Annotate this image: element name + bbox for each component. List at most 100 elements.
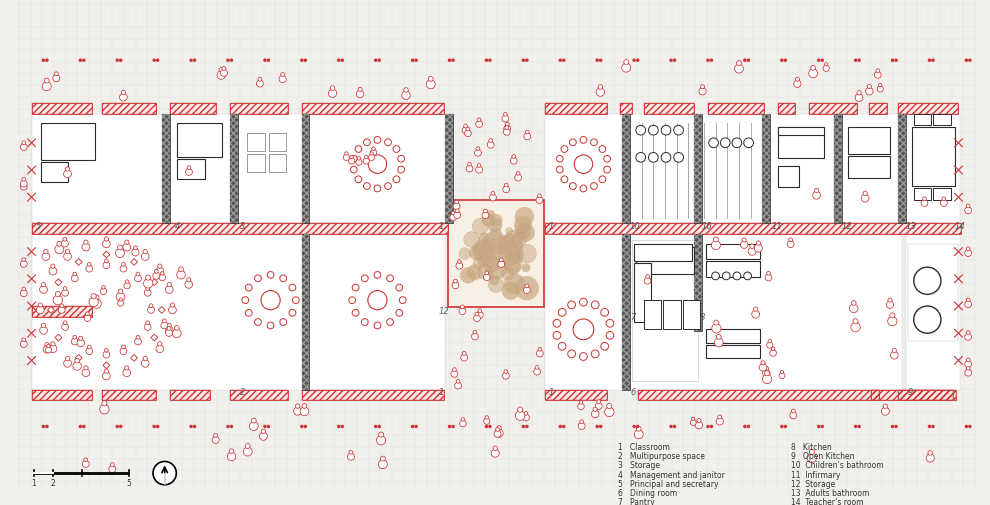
Circle shape [601, 309, 609, 317]
Circle shape [968, 60, 971, 63]
Circle shape [821, 60, 824, 63]
Circle shape [46, 425, 49, 428]
Circle shape [669, 60, 673, 63]
Circle shape [44, 250, 49, 254]
Circle shape [892, 348, 896, 353]
Bar [230, 104, 288, 115]
Circle shape [536, 197, 543, 204]
Circle shape [144, 250, 148, 254]
Circle shape [636, 153, 645, 163]
Circle shape [813, 192, 821, 200]
Bar [630, 235, 902, 390]
Circle shape [370, 150, 376, 157]
Circle shape [764, 367, 768, 371]
Bar [32, 390, 92, 400]
Circle shape [165, 286, 173, 294]
Bar [708, 104, 764, 115]
Bar [770, 115, 834, 224]
Circle shape [479, 233, 490, 244]
Circle shape [59, 304, 63, 308]
Circle shape [185, 169, 192, 176]
Circle shape [479, 239, 502, 262]
Circle shape [783, 60, 787, 63]
Text: 1   Classroom: 1 Classroom [619, 442, 670, 451]
Bar [32, 104, 92, 115]
Circle shape [266, 425, 270, 428]
Circle shape [73, 273, 76, 276]
Circle shape [867, 85, 871, 89]
Circle shape [289, 310, 296, 317]
Circle shape [733, 273, 741, 280]
Circle shape [622, 64, 631, 73]
Circle shape [52, 76, 59, 82]
Circle shape [482, 213, 489, 219]
Circle shape [84, 366, 88, 370]
Circle shape [504, 370, 508, 374]
Circle shape [267, 322, 274, 329]
Circle shape [505, 255, 522, 273]
Circle shape [45, 79, 50, 84]
Circle shape [177, 271, 185, 279]
Circle shape [368, 155, 374, 161]
Circle shape [63, 287, 67, 291]
Circle shape [716, 335, 721, 340]
Circle shape [398, 156, 405, 163]
Circle shape [368, 156, 387, 174]
Circle shape [556, 167, 563, 174]
Circle shape [482, 232, 507, 256]
Circle shape [122, 345, 126, 349]
Circle shape [890, 351, 898, 360]
Circle shape [850, 323, 860, 332]
Circle shape [280, 319, 286, 326]
Circle shape [598, 85, 603, 90]
Circle shape [135, 338, 142, 345]
Text: 2: 2 [241, 387, 246, 396]
Circle shape [217, 72, 226, 80]
Polygon shape [158, 307, 165, 314]
Circle shape [466, 128, 470, 132]
Circle shape [522, 264, 531, 273]
Circle shape [488, 219, 502, 233]
Circle shape [595, 425, 599, 428]
Circle shape [230, 425, 234, 428]
Circle shape [746, 425, 750, 428]
Circle shape [187, 278, 191, 282]
Circle shape [374, 137, 381, 144]
Circle shape [393, 177, 400, 183]
Circle shape [502, 282, 520, 300]
Bar [706, 330, 760, 343]
Circle shape [167, 324, 171, 328]
Circle shape [427, 81, 436, 89]
Circle shape [861, 195, 869, 203]
Circle shape [964, 301, 971, 308]
Circle shape [964, 361, 971, 368]
Circle shape [558, 60, 562, 63]
Circle shape [921, 200, 928, 207]
Bar [762, 115, 770, 224]
Circle shape [345, 153, 348, 156]
Circle shape [966, 331, 970, 335]
Circle shape [65, 250, 69, 254]
Circle shape [489, 275, 499, 286]
Circle shape [768, 340, 771, 343]
Circle shape [940, 200, 947, 207]
Circle shape [478, 265, 493, 280]
Circle shape [578, 403, 584, 410]
Bar [169, 104, 216, 115]
Circle shape [452, 368, 456, 372]
Bar [302, 235, 310, 390]
Circle shape [116, 293, 125, 301]
Circle shape [794, 81, 801, 88]
Bar [630, 115, 694, 224]
Circle shape [505, 126, 509, 130]
Circle shape [358, 88, 362, 92]
Circle shape [337, 425, 341, 428]
Circle shape [883, 405, 888, 409]
Text: 12  Storage: 12 Storage [791, 479, 836, 488]
Circle shape [82, 369, 90, 377]
Circle shape [178, 268, 183, 272]
Circle shape [109, 466, 116, 473]
Bar [169, 115, 230, 224]
Circle shape [780, 60, 783, 63]
Circle shape [854, 60, 857, 63]
